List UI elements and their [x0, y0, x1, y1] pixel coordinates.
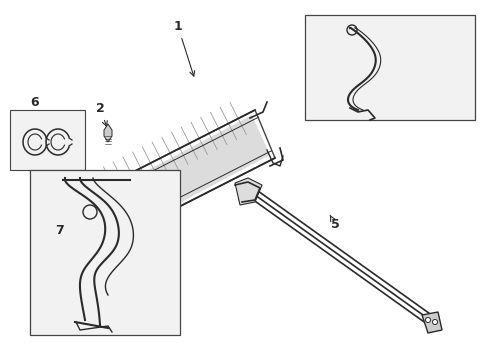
Polygon shape [235, 178, 262, 205]
FancyBboxPatch shape [305, 15, 474, 120]
Polygon shape [421, 312, 441, 333]
Polygon shape [104, 124, 112, 142]
FancyBboxPatch shape [10, 110, 85, 170]
Text: 7: 7 [56, 224, 64, 237]
Text: 2: 2 [96, 102, 107, 126]
Circle shape [431, 320, 437, 324]
Text: 8: 8 [95, 195, 109, 210]
Text: 3: 3 [325, 18, 342, 46]
Text: 6: 6 [31, 95, 39, 108]
Text: 1: 1 [173, 20, 194, 76]
Text: 4: 4 [356, 50, 368, 69]
Text: 5: 5 [329, 215, 339, 231]
FancyBboxPatch shape [30, 170, 180, 335]
Polygon shape [82, 115, 269, 245]
Circle shape [425, 318, 429, 323]
